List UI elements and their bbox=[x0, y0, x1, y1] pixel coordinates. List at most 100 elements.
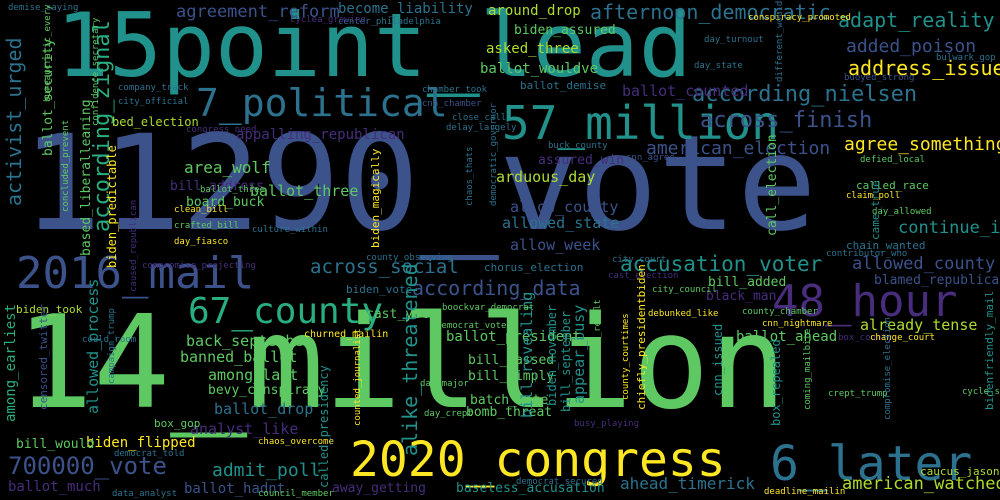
cloud-word: bill_passed bbox=[468, 353, 555, 368]
cloud-word: across_finish bbox=[700, 108, 873, 133]
cloud-word: among_earliest bbox=[3, 303, 19, 422]
cloud-word: democrat_vote bbox=[436, 321, 507, 331]
cloud-word: activist_urged bbox=[2, 37, 26, 206]
cloud-word: buoyed_strong bbox=[844, 73, 915, 83]
cloud-word: chamber_took bbox=[422, 85, 488, 95]
cloud-word: among_last bbox=[208, 366, 299, 384]
cloud-word: chorus_election bbox=[484, 261, 584, 274]
cloud-word: 2020_congress bbox=[350, 432, 726, 488]
cloud-word: allowed_process bbox=[84, 278, 102, 414]
cloud-word: county_chamber bbox=[742, 307, 818, 317]
cloud-word: allowed_county bbox=[852, 254, 996, 274]
cloud-word: address_issue bbox=[848, 56, 1000, 80]
cloud-word: bill_september bbox=[559, 310, 573, 412]
cloud-word: different_would bbox=[775, 0, 785, 82]
cloud-word: cycle_said bbox=[962, 387, 1000, 397]
cloud-word: already_tense bbox=[860, 316, 978, 334]
cloud-word: claim_poll bbox=[846, 191, 901, 201]
cloud-word: appalling_republican bbox=[236, 127, 405, 143]
cloud-word: agree_something bbox=[844, 134, 1000, 155]
cloud-word: 15point_lead bbox=[56, 0, 692, 97]
cloud-word: company_track bbox=[118, 83, 189, 93]
cloud-word: day_state bbox=[694, 61, 743, 71]
cloud-word: become_liability bbox=[338, 1, 473, 17]
cloud-word: around_drop bbox=[488, 3, 581, 19]
cloud-word: allowed_state bbox=[502, 214, 620, 232]
cloud-word: box_repealed bbox=[769, 339, 783, 426]
cloud-word: baseless_accusation bbox=[456, 481, 605, 496]
cloud-word: bed_election bbox=[112, 115, 199, 129]
cloud-word: center_philadelphia bbox=[338, 17, 441, 27]
cloud-word: biden_assured bbox=[514, 23, 616, 38]
cloud-word: bureaucratic_every bbox=[43, 4, 53, 102]
cloud-word: censored_twitter bbox=[37, 304, 50, 410]
cloud-word: democrat_secured bbox=[516, 477, 603, 487]
cloud-word: day_fiasco bbox=[174, 237, 229, 247]
cloud-word: congress_need bbox=[186, 125, 257, 135]
cloud-word: admit_poll bbox=[212, 460, 321, 481]
cloud-word: close_call bbox=[452, 113, 507, 123]
cloud-word: delay_largely bbox=[446, 123, 517, 133]
cloud-word: ballot_hadnt bbox=[184, 481, 286, 497]
cloud-word: democratic_governor bbox=[489, 103, 499, 206]
cloud-word: cyclea_growing bbox=[290, 15, 366, 25]
cloud-word: biden_vote bbox=[346, 283, 413, 296]
cloud-word: day_major bbox=[420, 379, 469, 389]
cloud-word: council_member bbox=[258, 489, 334, 499]
cloud-word: biden_magically bbox=[369, 148, 382, 248]
cloud-word: coming_mailbite bbox=[803, 328, 813, 410]
cloud-word: board_buck bbox=[186, 195, 265, 210]
cloud-word: contributor_who bbox=[826, 249, 908, 259]
cloud-word: ballot_three bbox=[250, 182, 359, 200]
cloud-word: 11290_vote bbox=[22, 107, 817, 261]
cloud-word: chiefly_presidentbiden bbox=[635, 264, 648, 410]
cloud-word: bomb_threat bbox=[466, 405, 553, 420]
cloud-word: 6_later bbox=[770, 436, 973, 492]
cloud-word: bill_address bbox=[170, 179, 264, 194]
cloud-word: could_room bbox=[82, 335, 137, 345]
cloud-word: 2016_mail bbox=[16, 248, 255, 299]
cloud-word: according_data bbox=[412, 276, 581, 300]
cloud-word: bill_simply bbox=[468, 369, 555, 384]
cloud-word: culture_within bbox=[252, 225, 328, 235]
cloud-word: ahead_timerick bbox=[620, 474, 755, 493]
cloud-word: buck_county bbox=[548, 141, 608, 151]
cloud-word: 67_county bbox=[188, 291, 384, 332]
cloud-word: confidence_secretary bbox=[91, 17, 101, 126]
cloud-word: black_man bbox=[706, 289, 777, 304]
cloud-word: blamed_republican bbox=[874, 273, 1000, 288]
cloud-word: data_analyst bbox=[112, 489, 178, 499]
cloud-word: ballot_demise bbox=[520, 79, 607, 92]
cloud-word: conspiracy_promoted bbox=[748, 13, 851, 23]
cloud-word: cnn_chamber bbox=[422, 99, 482, 109]
cloud-word: biden_took bbox=[16, 303, 83, 316]
cloud-word: cast_election bbox=[608, 271, 679, 281]
cloud-word: ballot_much bbox=[8, 479, 101, 495]
cloud-word: biden_flipped bbox=[86, 435, 196, 451]
cloud-word: cnn_nightmare bbox=[762, 319, 833, 329]
cloud-word: caused_republican bbox=[129, 199, 139, 292]
cloud-word: chain_wanted bbox=[846, 239, 926, 252]
cloud-word: 7_political bbox=[196, 81, 448, 125]
cloud-word: campaign_trump bbox=[107, 308, 117, 384]
cloud-word: allow_week bbox=[510, 236, 601, 254]
cloud-word: ballot_president bbox=[446, 329, 581, 345]
cloud-word: continue_issue bbox=[898, 218, 1000, 238]
cloud-word: bevy_conspiracy bbox=[208, 383, 326, 398]
cloud-word: change_court bbox=[870, 333, 936, 343]
cloud-word: accusation_voter bbox=[620, 252, 823, 276]
cloud-word: batch_vote bbox=[470, 393, 549, 408]
cloud-word: afternoon_democratic bbox=[590, 0, 831, 24]
cloud-word: debunked_like bbox=[648, 309, 719, 319]
cloud-word: 48_hour bbox=[772, 276, 958, 327]
cloud-word: area_wolf bbox=[184, 158, 271, 177]
cloud-word: counted_journalist bbox=[353, 328, 363, 426]
cloud-word: bill_added bbox=[708, 275, 787, 290]
cloud-word: call_election bbox=[765, 134, 780, 236]
cloud-word: day_allowed bbox=[872, 207, 932, 217]
cloud-word: city_official bbox=[118, 97, 189, 107]
cloud-word: called_race bbox=[856, 179, 929, 192]
cloud-word: democrat_told bbox=[114, 449, 185, 459]
cloud-word: caucus_jason bbox=[920, 465, 1000, 478]
